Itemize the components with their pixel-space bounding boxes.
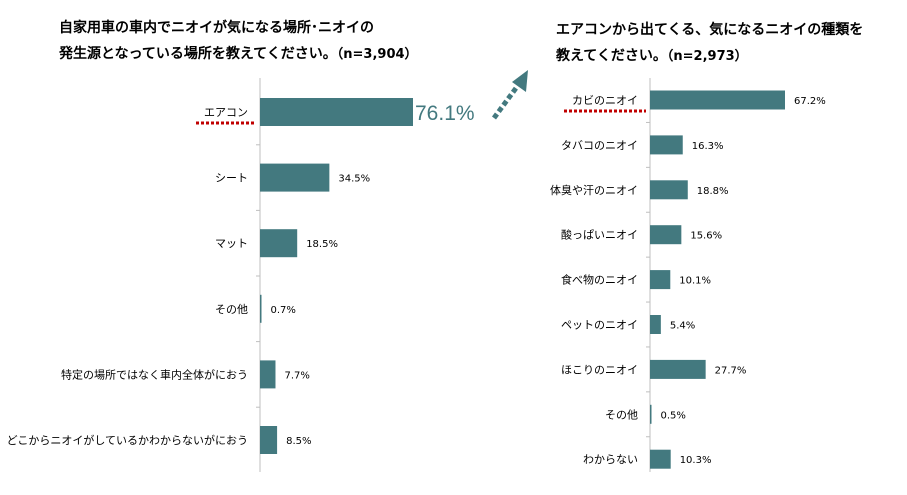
right-bar <box>650 135 683 155</box>
right-category-label: わからない <box>583 453 638 466</box>
right-bar <box>650 225 682 245</box>
left-title-line1: 自家用車の車内でニオイが気になる場所･ニオイの <box>59 20 374 36</box>
right-bar <box>650 180 688 200</box>
left-bar-chart: エアコン 76.1% シート 34.5% マット 18.5% その他 0.7% 特定の場所ではな… <box>7 78 475 472</box>
left-value-label: 76.1% <box>415 102 475 125</box>
right-category-label: ペットのニオイ <box>561 319 638 332</box>
right-value-label: 10.1% <box>679 276 711 287</box>
right-bar <box>650 449 671 469</box>
left-value-label: 7.7% <box>284 370 309 381</box>
left-bar <box>260 426 278 454</box>
right-title-line2: 教えてください。 <box>556 48 667 64</box>
right-bar <box>650 359 706 379</box>
right-category-label: ほこりのニオイ <box>561 363 638 376</box>
right-value-label: 18.8% <box>697 186 729 197</box>
left-bar <box>260 98 413 126</box>
left-category-label: マット <box>215 237 248 250</box>
connector-arrow-head <box>512 70 528 92</box>
right-bar <box>650 270 671 290</box>
left-category-label: 特定の場所ではなく車内全体がにおう <box>61 367 248 381</box>
right-value-label: 67.2% <box>794 96 826 107</box>
right-category-label: カビのニオイ <box>572 94 638 107</box>
left-category-label: エアコン <box>204 106 248 119</box>
left-title-line2: 発生源となっている場所を教えてください。 <box>59 46 337 62</box>
left-value-label: 8.5% <box>286 436 311 447</box>
right-bar <box>650 404 652 424</box>
left-sample-size: （n=3,904） <box>336 47 418 62</box>
left-bar <box>260 229 298 258</box>
right-category-label: 酸っぱいニオイ <box>561 228 638 242</box>
right-sample-size: （n=2,973） <box>666 49 748 64</box>
right-value-label: 27.7% <box>715 365 747 376</box>
right-value-label: 15.6% <box>690 231 722 242</box>
right-category-label: タバコのニオイ <box>561 139 638 152</box>
left-bar <box>260 163 330 192</box>
right-category-label: その他 <box>605 408 638 421</box>
right-bar <box>650 315 661 334</box>
right-value-label: 5.4% <box>670 321 695 332</box>
left-value-label: 34.5% <box>338 174 370 185</box>
connector-arrow-line <box>491 82 522 120</box>
right-value-label: 10.3% <box>680 455 712 466</box>
right-bar <box>650 90 785 110</box>
right-value-label: 16.3% <box>692 141 724 152</box>
right-value-label: 0.5% <box>661 410 686 421</box>
connector-arrow <box>491 70 528 120</box>
right-chart-title: エアコンから出てくる、気になるニオイの種類を 教えてください。（n=2,973） <box>556 17 896 70</box>
right-bar-chart: カビのニオイ 67.2% タバコのニオイ 16.3% 体臭や汗のニオイ 18.8% 酸っぱい… <box>550 78 826 472</box>
right-title-line1: エアコンから出てくる、気になるニオイの種類を <box>556 22 864 38</box>
left-chart-title: 自家用車の車内でニオイが気になる場所･ニオイの 発生源となっている場所を教えてく… <box>59 15 459 68</box>
left-category-label: シート <box>215 172 248 185</box>
left-bar <box>260 294 262 323</box>
left-bar <box>260 360 276 389</box>
right-category-label: 食べ物のニオイ <box>561 273 638 287</box>
left-value-label: 18.5% <box>306 239 338 250</box>
left-category-label: その他 <box>215 303 248 316</box>
left-value-label: 0.7% <box>271 305 296 316</box>
left-category-label: どこからニオイがしているかわからないがにおう <box>7 433 248 447</box>
right-category-label: 体臭や汗のニオイ <box>550 183 638 197</box>
